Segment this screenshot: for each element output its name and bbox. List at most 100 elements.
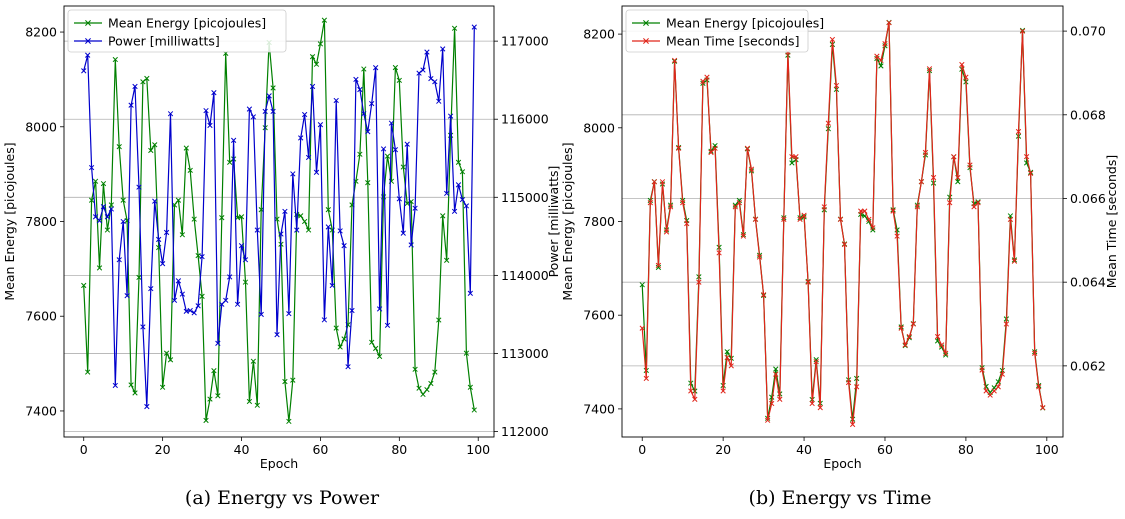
data-point bbox=[100, 204, 107, 210]
data-point bbox=[930, 174, 937, 181]
data-point bbox=[934, 333, 941, 340]
data-point bbox=[878, 57, 884, 64]
data-point bbox=[967, 162, 973, 168]
data-point bbox=[1032, 350, 1038, 356]
data-point bbox=[760, 292, 767, 298]
data-point bbox=[1036, 384, 1042, 390]
data-point bbox=[104, 214, 111, 220]
data-point bbox=[124, 293, 130, 299]
data-point bbox=[219, 301, 225, 307]
data-point bbox=[817, 405, 823, 411]
data-point bbox=[333, 97, 339, 104]
data-point bbox=[163, 350, 170, 356]
data-point bbox=[313, 61, 320, 67]
data-point bbox=[341, 243, 347, 249]
data-point bbox=[392, 147, 399, 153]
y-tick-label: 7600 bbox=[583, 308, 615, 323]
legend-swatch-marker bbox=[643, 38, 649, 44]
data-point bbox=[809, 400, 815, 407]
y-tick-label: 7400 bbox=[25, 403, 57, 418]
data-point bbox=[671, 57, 678, 64]
data-point bbox=[203, 107, 209, 114]
data-point bbox=[680, 200, 686, 206]
data-point bbox=[365, 180, 371, 186]
data-point bbox=[1011, 258, 1018, 264]
data-point bbox=[372, 345, 379, 352]
data-point bbox=[211, 90, 217, 96]
y-tick-label: 8200 bbox=[25, 25, 57, 40]
data-point bbox=[862, 208, 868, 214]
data-point bbox=[136, 184, 142, 190]
data-point bbox=[467, 290, 473, 296]
data-point bbox=[266, 93, 272, 99]
data-point bbox=[207, 396, 213, 402]
data-point bbox=[1007, 216, 1014, 223]
data-point bbox=[451, 25, 458, 31]
y2-tick-label: 115000 bbox=[501, 190, 549, 205]
data-point bbox=[455, 159, 462, 165]
data-point bbox=[825, 120, 831, 126]
data-point bbox=[833, 82, 840, 89]
data-point bbox=[436, 317, 442, 323]
data-point bbox=[943, 350, 949, 356]
data-point bbox=[305, 154, 312, 161]
data-point bbox=[120, 197, 126, 203]
data-point bbox=[144, 75, 150, 82]
data-point bbox=[187, 307, 193, 314]
data-point bbox=[187, 167, 193, 174]
data-point bbox=[400, 164, 406, 170]
legend-label: Mean Time [seconds] bbox=[666, 34, 799, 49]
data-point bbox=[412, 366, 418, 372]
data-point bbox=[301, 111, 308, 118]
data-point bbox=[159, 384, 166, 390]
data-point bbox=[132, 390, 138, 396]
data-point bbox=[769, 400, 775, 407]
data-point bbox=[455, 182, 462, 188]
x-tick-label: 40 bbox=[796, 442, 812, 457]
data-point bbox=[773, 366, 779, 372]
y2-tick-label: 0.062 bbox=[1070, 358, 1106, 373]
data-point bbox=[744, 145, 751, 151]
data-point bbox=[704, 74, 710, 80]
data-point bbox=[963, 74, 969, 80]
y2-tick-label: 116000 bbox=[501, 112, 549, 127]
y-tick-label: 7800 bbox=[25, 214, 57, 229]
data-point bbox=[369, 339, 375, 345]
data-point bbox=[369, 100, 375, 107]
data-point bbox=[321, 17, 328, 23]
data-point bbox=[215, 393, 221, 399]
data-point bbox=[309, 54, 316, 60]
data-point bbox=[797, 216, 803, 223]
data-point bbox=[404, 141, 410, 147]
data-point bbox=[906, 333, 912, 340]
data-point bbox=[199, 293, 205, 299]
data-point bbox=[274, 332, 280, 338]
data-point bbox=[376, 353, 383, 360]
data-point bbox=[159, 261, 166, 267]
data-point bbox=[432, 369, 438, 375]
data-point bbox=[152, 142, 158, 148]
data-point bbox=[242, 257, 249, 263]
data-point bbox=[313, 169, 320, 175]
data-point bbox=[238, 243, 245, 249]
y2-tick-label: 0.066 bbox=[1070, 191, 1106, 206]
data-point bbox=[365, 129, 371, 135]
data-point bbox=[128, 382, 134, 388]
legend-swatch-marker bbox=[85, 38, 91, 44]
data-point bbox=[136, 274, 142, 281]
y2-tick-label: 114000 bbox=[501, 268, 549, 283]
data-point bbox=[764, 417, 771, 423]
subfigure-caption: (b) Energy vs Time bbox=[749, 487, 932, 509]
y-tick-label: 7600 bbox=[25, 309, 57, 324]
x-tick-label: 40 bbox=[234, 442, 250, 457]
data-point bbox=[96, 265, 103, 271]
data-point bbox=[345, 364, 351, 370]
data-point bbox=[104, 227, 111, 233]
data-point bbox=[813, 359, 819, 365]
y-tick-label: 7800 bbox=[583, 214, 615, 229]
data-point bbox=[199, 253, 205, 260]
data-point bbox=[999, 371, 1005, 377]
data-point bbox=[254, 227, 260, 233]
data-point bbox=[748, 166, 755, 172]
data-point bbox=[971, 204, 977, 210]
